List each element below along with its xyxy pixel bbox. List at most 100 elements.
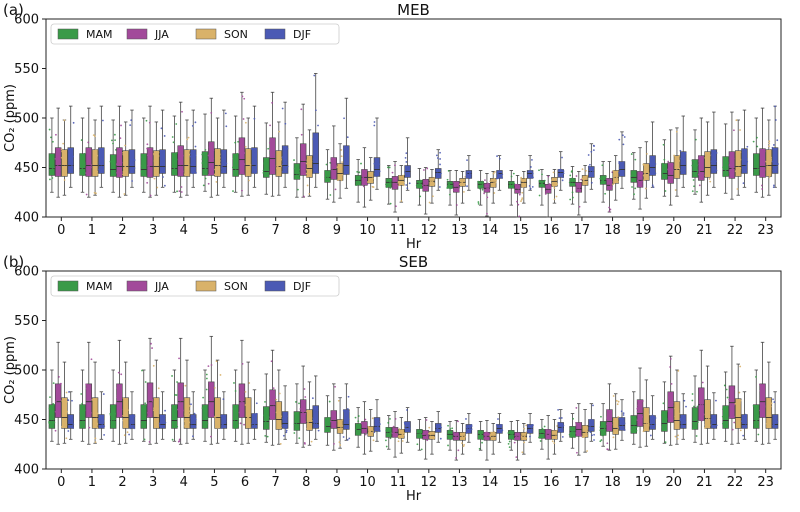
point-djf: [621, 162, 624, 165]
point-son: [525, 437, 527, 440]
point-jja: [760, 407, 763, 410]
point-djf: [343, 117, 345, 120]
point-son: [583, 183, 586, 186]
point-jja: [761, 172, 764, 175]
point-jja: [179, 415, 182, 418]
point-mam: [722, 408, 724, 411]
point-djf: [313, 74, 316, 77]
point-djf: [501, 176, 504, 179]
point-mam: [110, 419, 113, 422]
point-son: [214, 416, 217, 418]
point-djf: [133, 427, 136, 430]
point-jja: [59, 162, 62, 165]
point-jja: [85, 167, 88, 170]
point-djf: [255, 402, 258, 405]
point-jja: [88, 426, 91, 429]
point-mam: [727, 174, 730, 177]
point-mam: [755, 417, 758, 420]
x-tick-label: 7: [272, 475, 280, 490]
point-son: [674, 435, 677, 438]
point-mam: [385, 427, 388, 430]
point-mam: [664, 421, 667, 423]
point-jja: [207, 154, 210, 157]
box-son: [275, 150, 283, 177]
point-jja: [732, 163, 735, 166]
point-son: [93, 151, 95, 154]
point-mam: [205, 377, 208, 380]
point-jja: [576, 422, 579, 425]
point-jja: [454, 189, 457, 191]
point-son: [736, 188, 739, 190]
point-jja: [87, 398, 90, 401]
point-djf: [623, 422, 626, 425]
point-djf: [680, 169, 682, 172]
point-son: [612, 176, 615, 179]
point-jja: [181, 110, 183, 113]
point-son: [490, 432, 493, 435]
point-mam: [633, 175, 636, 178]
point-son: [461, 181, 464, 183]
point-djf: [189, 155, 192, 158]
point-djf: [561, 436, 564, 438]
point-son: [398, 180, 401, 183]
point-jja: [148, 168, 151, 171]
point-son: [768, 176, 771, 178]
point-son: [247, 412, 250, 415]
point-son: [156, 418, 159, 420]
point-djf: [772, 186, 775, 189]
point-jja: [609, 419, 612, 422]
point-son: [245, 399, 248, 401]
point-son: [553, 187, 556, 189]
point-jja: [180, 186, 183, 188]
point-mam: [600, 439, 603, 441]
point-son: [523, 441, 526, 444]
point-djf: [497, 430, 500, 433]
point-son: [584, 426, 587, 428]
point-jja: [452, 431, 455, 434]
point-mam: [635, 429, 638, 432]
point-jja: [608, 426, 611, 429]
point-son: [614, 180, 616, 182]
point-mam: [539, 429, 542, 432]
point-jja: [334, 165, 336, 167]
point-son: [370, 433, 372, 436]
point-djf: [132, 161, 135, 164]
point-mam: [571, 177, 574, 180]
point-mam: [328, 421, 331, 424]
point-mam: [267, 416, 270, 418]
point-son: [495, 179, 497, 182]
box-mam: [293, 411, 301, 431]
point-jja: [180, 191, 183, 193]
point-mam: [267, 169, 270, 172]
point-mam: [293, 167, 296, 170]
y-axis-title: CO₂ (ppm): [3, 336, 18, 404]
point-jja: [636, 399, 639, 402]
point-djf: [191, 419, 194, 422]
point-mam: [448, 435, 451, 438]
point-mam: [724, 159, 726, 161]
point-djf: [160, 162, 163, 165]
point-djf: [103, 425, 106, 428]
point-mam: [357, 415, 360, 417]
point-jja: [427, 434, 429, 436]
plot-area: [45, 270, 782, 470]
box-mam: [661, 410, 668, 432]
x-tick-label: 5: [210, 223, 218, 238]
point-jja: [514, 434, 517, 437]
point-jja: [212, 414, 215, 417]
point-djf: [742, 182, 745, 185]
point-mam: [52, 169, 55, 172]
point-mam: [82, 406, 85, 408]
point-jja: [90, 166, 93, 169]
point-mam: [324, 170, 327, 172]
point-jja: [55, 133, 57, 136]
point-jja: [698, 160, 701, 163]
point-djf: [405, 168, 408, 170]
point-mam: [144, 402, 147, 405]
legend-label-jja: JJA: [154, 280, 169, 293]
point-jja: [148, 411, 151, 414]
point-jja: [639, 173, 641, 176]
point-mam: [234, 141, 237, 144]
point-mam: [112, 161, 114, 164]
point-jja: [272, 405, 275, 408]
